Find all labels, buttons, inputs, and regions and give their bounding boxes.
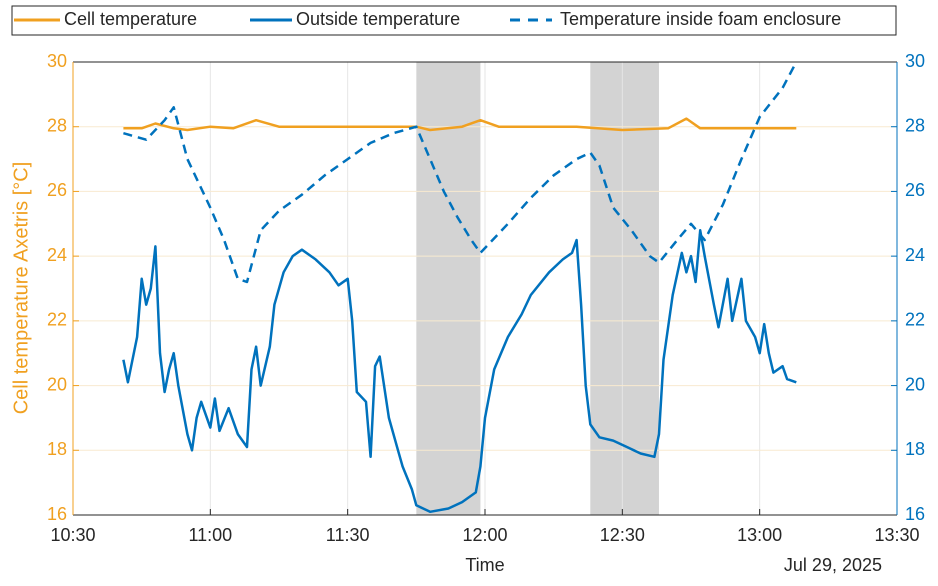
shaded-region [416, 62, 481, 515]
series-line [123, 61, 798, 284]
x-tick-label: 12:30 [600, 525, 645, 545]
y2-tick-label: 18 [905, 439, 925, 459]
y-tick-label: 26 [47, 180, 67, 200]
y2-tick-label: 26 [905, 180, 925, 200]
y2-tick-label: 28 [905, 115, 925, 135]
y2-tick-label: 24 [905, 245, 925, 265]
y2-tick-label: 16 [905, 504, 925, 524]
x-tick-label: 12:00 [462, 525, 507, 545]
legend-label: Outside temperature [296, 9, 460, 29]
y2-tick-label: 20 [905, 374, 925, 394]
x-axis-label: Time [465, 555, 504, 575]
y-tick-label: 28 [47, 115, 67, 135]
x-tick-label: 13:30 [874, 525, 919, 545]
y-tick-label: 16 [47, 504, 67, 524]
y2-tick-label: 22 [905, 310, 925, 330]
y-tick-label: 18 [47, 439, 67, 459]
x-tick-label: 11:00 [188, 525, 232, 545]
y-tick-label: 22 [47, 310, 67, 330]
y-tick-label: 30 [47, 51, 67, 71]
shaded-region [590, 62, 659, 515]
legend-box [11, 5, 897, 36]
legend-label: Temperature inside foam enclosure [560, 9, 841, 29]
date-label: Jul 29, 2025 [784, 555, 882, 575]
y-axis-label: Cell temperature Axetris [°C] [10, 162, 32, 415]
x-tick-label: 11:30 [326, 525, 370, 545]
y2-tick-label: 30 [905, 51, 925, 71]
legend-label: Cell temperature [64, 9, 197, 29]
y-tick-label: 20 [47, 374, 67, 394]
x-tick-label: 13:00 [737, 525, 782, 545]
y-tick-label: 24 [47, 245, 67, 265]
x-tick-label: 10:30 [50, 525, 95, 545]
